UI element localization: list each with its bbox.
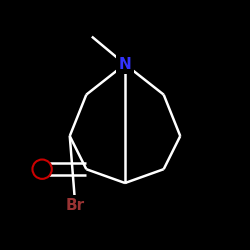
Circle shape (32, 160, 52, 179)
Text: N: N (119, 57, 132, 72)
Text: Br: Br (66, 198, 85, 212)
